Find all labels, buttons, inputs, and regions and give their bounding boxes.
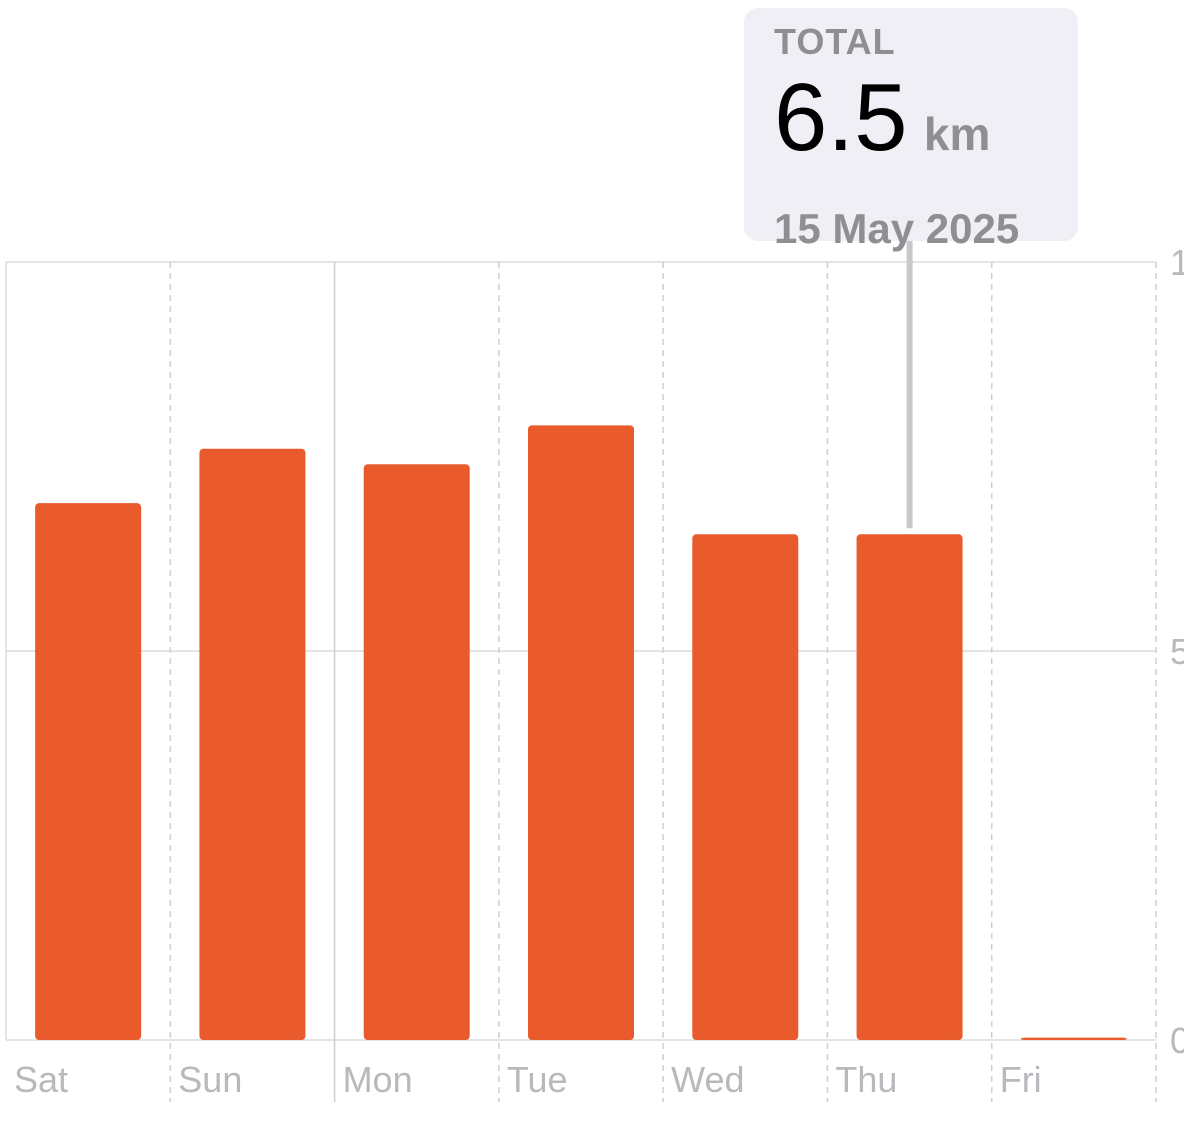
x-tick-label: Fri — [1000, 1059, 1042, 1100]
bar-wed — [692, 534, 799, 1040]
bar-mon — [363, 464, 470, 1040]
y-tick-label: 5 — [1170, 631, 1184, 672]
tooltip-unit: km — [923, 108, 991, 160]
bar-thu — [856, 534, 963, 1040]
selection-tooltip: TOTAL 6.5 km 15 May 2025 — [744, 8, 1078, 252]
tooltip-date: 15 May 2025 — [774, 205, 1020, 252]
tooltip-value: 6.5 — [774, 64, 908, 171]
x-tick-label: Thu — [835, 1059, 897, 1100]
tooltip-value-row: 6.5 km — [774, 68, 1048, 196]
x-tick-label: Wed — [671, 1059, 744, 1100]
bar-sat — [35, 503, 142, 1040]
x-tick-label: Sun — [178, 1059, 242, 1100]
bar-fri — [1020, 1037, 1127, 1040]
x-tick-label: Sat — [14, 1059, 68, 1100]
bar-tue — [528, 425, 634, 1040]
y-tick-label: 10 — [1170, 242, 1184, 283]
x-tick-label: Mon — [343, 1059, 413, 1100]
y-tick-label: 0 — [1170, 1020, 1184, 1061]
x-tick-label: Tue — [507, 1059, 568, 1100]
tooltip-label: TOTAL — [774, 21, 896, 62]
bar-sun — [199, 448, 306, 1041]
